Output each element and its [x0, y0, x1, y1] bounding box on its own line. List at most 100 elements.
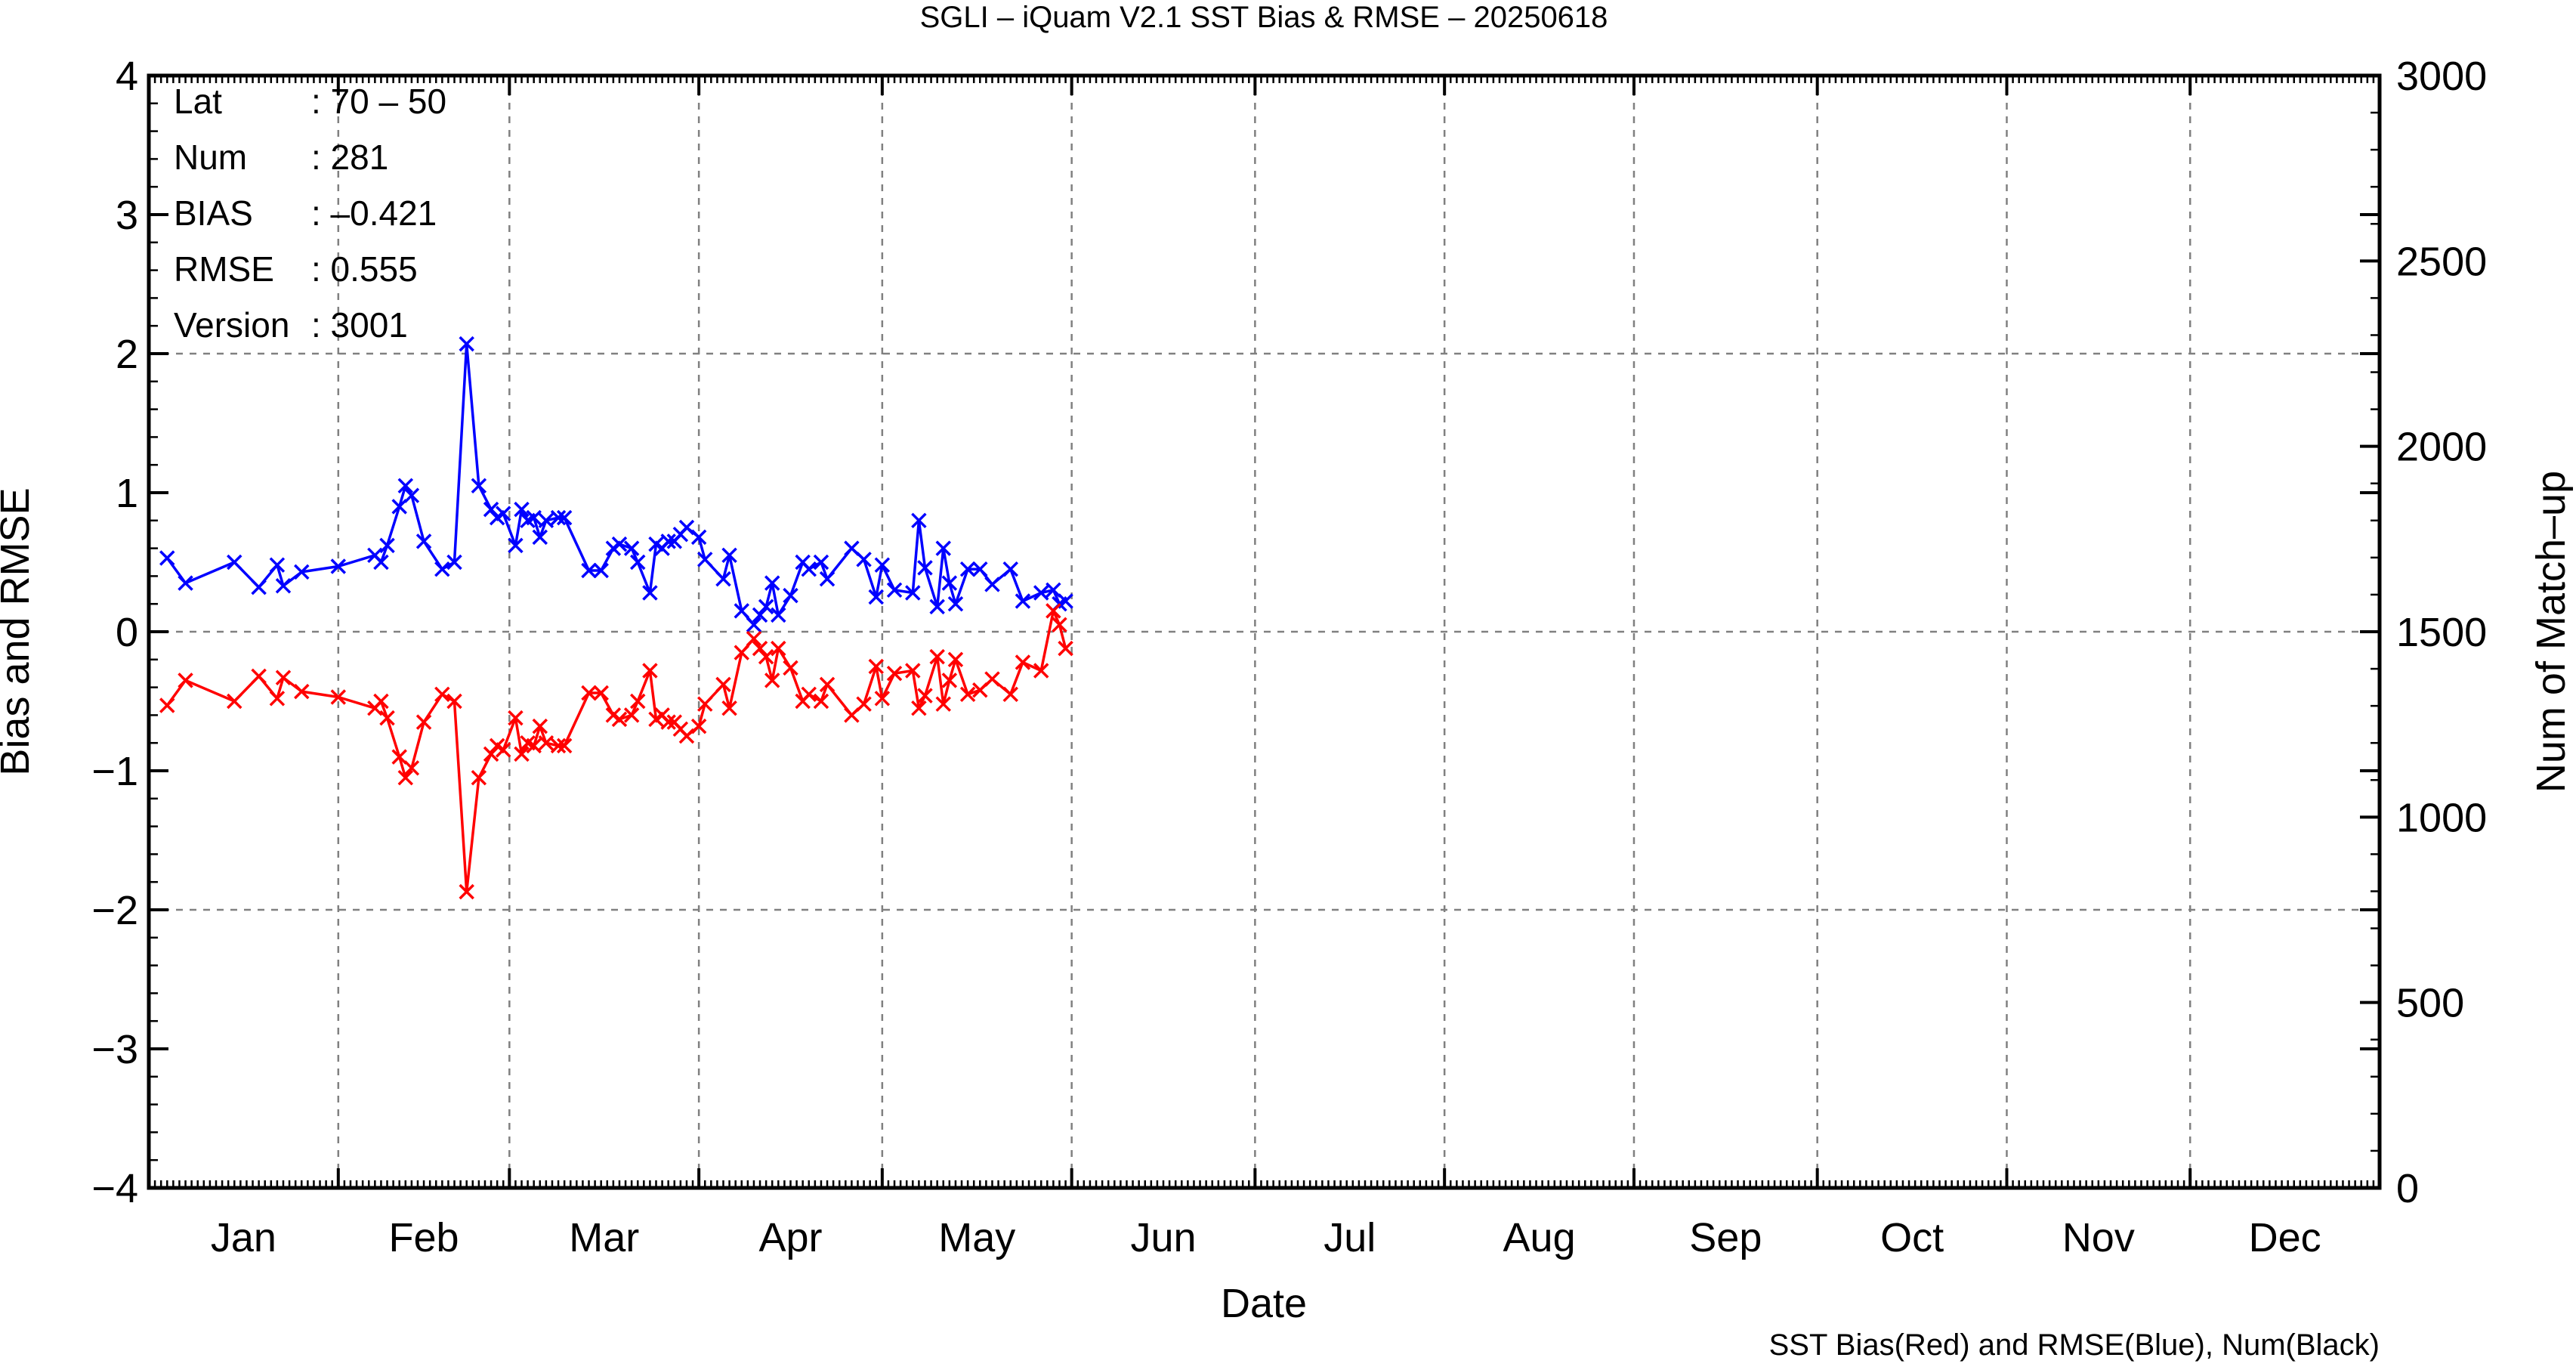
series-point — [721, 700, 737, 716]
y2-tick-label: 0 — [2396, 1166, 2419, 1211]
point-marker-stroke — [611, 536, 628, 552]
series-point — [905, 585, 921, 601]
series-point — [415, 714, 432, 730]
series-point — [446, 693, 462, 710]
point-marker-stroke — [159, 550, 175, 566]
point-marker-stroke — [801, 686, 817, 703]
point-marker-stroke — [629, 554, 646, 571]
series-point — [556, 509, 573, 526]
point-marker-stroke — [690, 529, 707, 546]
series-point — [972, 561, 988, 577]
point-marker-stroke — [269, 691, 286, 707]
point-marker-stroke — [648, 536, 664, 552]
series-point — [935, 540, 951, 556]
point-marker-stroke — [251, 668, 267, 685]
x-tick-label: Jan — [211, 1215, 276, 1260]
point-marker-stroke — [819, 676, 836, 693]
info-key-rmse: RMSE — [174, 249, 274, 289]
series-point — [868, 658, 884, 675]
point-marker-stroke — [178, 673, 193, 688]
point-marker-stroke — [678, 728, 695, 744]
series-point — [611, 711, 628, 728]
series-point — [178, 673, 193, 688]
point-marker-stroke — [514, 501, 530, 518]
point-marker-stroke — [415, 533, 432, 549]
point-marker-stroke — [251, 579, 267, 595]
series-point — [403, 487, 420, 503]
series-point — [526, 509, 542, 526]
x-tick-label: Nov — [2062, 1215, 2135, 1260]
series-point — [813, 554, 829, 571]
series-point — [911, 700, 927, 716]
x-tick-label: May — [938, 1215, 1015, 1260]
series-point — [984, 577, 1000, 592]
series-point — [178, 575, 193, 591]
point-marker-stroke — [532, 718, 548, 734]
point-marker-stroke — [758, 598, 774, 615]
point-marker-stroke — [397, 478, 414, 494]
info-key-num: Num — [174, 138, 247, 177]
series-point — [275, 670, 292, 685]
y2-tick-labels: 0 500 1000 1500 2000 2500 3000 — [2396, 54, 2487, 1211]
point-marker-stroke — [813, 693, 829, 710]
point-marker-stroke — [874, 557, 891, 573]
x-tick-label: Apr — [758, 1215, 822, 1260]
x-tick-label: Oct — [1880, 1215, 1944, 1260]
grid-layer — [149, 76, 2380, 1188]
series-point — [746, 630, 762, 647]
series-point — [697, 696, 713, 712]
y2-tick-label: 2000 — [2396, 425, 2487, 470]
y-tick-label: 2 — [116, 332, 138, 377]
series-point — [471, 478, 487, 494]
series-point — [678, 728, 695, 744]
point-marker-stroke — [819, 571, 836, 587]
point-marker-stroke — [697, 552, 713, 567]
series-point — [593, 562, 609, 579]
point-marker-stroke — [917, 688, 933, 704]
point-marker-stroke — [734, 603, 750, 619]
info-value-bias: : –0.421 — [311, 193, 437, 233]
series-point — [819, 571, 836, 587]
point-marker-stroke — [1015, 654, 1031, 670]
info-value-rmse: : 0.555 — [311, 249, 418, 289]
point-marker-stroke — [746, 630, 762, 647]
point-marker-stroke — [489, 738, 505, 754]
series-point — [532, 529, 548, 546]
point-marker-stroke — [508, 710, 524, 726]
series-point — [471, 769, 487, 786]
series-point — [856, 552, 872, 567]
series-point — [874, 557, 891, 573]
point-marker-stroke — [1052, 617, 1067, 633]
point-marker-stroke — [391, 749, 407, 765]
point-marker-stroke — [459, 336, 474, 352]
point-marker-stroke — [959, 686, 976, 703]
series-point — [391, 499, 407, 515]
point-marker-stroke — [446, 693, 462, 710]
point-marker-stroke — [783, 587, 798, 604]
series-point — [917, 688, 933, 704]
y-tick-label: 4 — [116, 54, 138, 99]
x-tick-label: Sep — [1689, 1215, 1762, 1260]
point-marker-stroke — [813, 554, 829, 571]
point-marker-stroke — [434, 561, 450, 577]
series-point — [415, 533, 432, 549]
series-point — [373, 554, 389, 571]
x-axis-label: Date — [1221, 1281, 1307, 1326]
series-point — [746, 617, 762, 633]
x-tick-label: Feb — [389, 1215, 459, 1260]
point-marker-stroke — [227, 554, 242, 571]
point-marker-stroke — [886, 582, 903, 598]
x-tick-label: Mar — [569, 1215, 639, 1260]
series-point — [642, 663, 658, 679]
y-tick-label: 1 — [116, 471, 138, 516]
point-marker-stroke — [984, 577, 1000, 592]
series-point — [911, 512, 927, 529]
point-marker-stroke — [623, 707, 640, 723]
series-point — [959, 561, 976, 577]
point-marker-stroke — [911, 512, 927, 529]
point-marker-stroke — [538, 512, 554, 529]
series-point — [660, 714, 676, 730]
series-point — [294, 683, 310, 700]
point-marker-stroke — [660, 533, 676, 549]
y2-tick-label: 1500 — [2396, 610, 2487, 655]
